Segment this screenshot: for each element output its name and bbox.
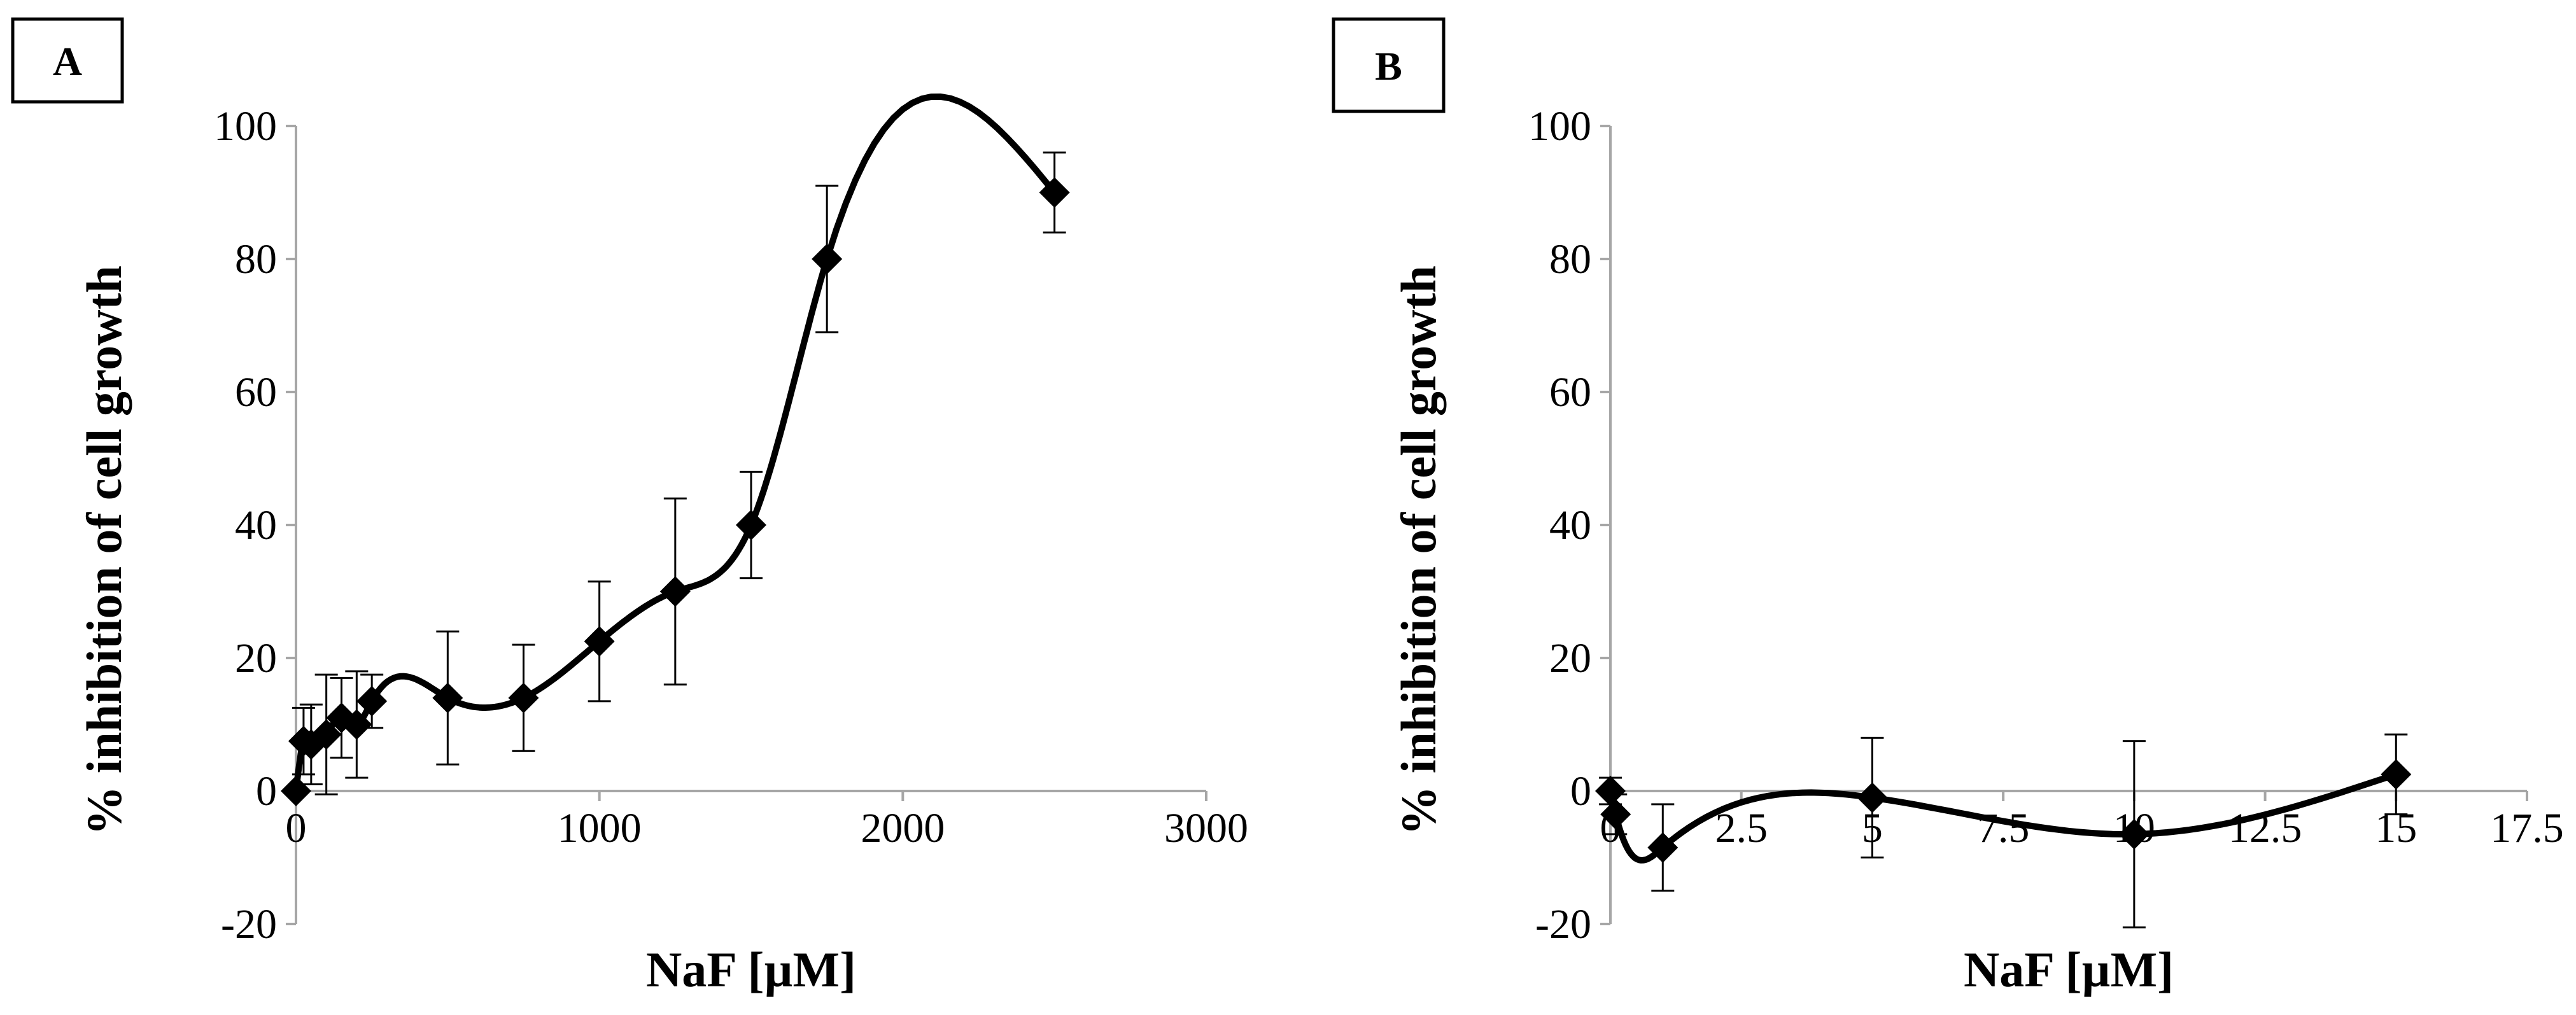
panel-label: A <box>53 39 82 84</box>
x-axis-title: NaF [µM] <box>1964 942 2174 997</box>
panel-label-box <box>1332 17 1446 113</box>
data-point <box>659 576 691 607</box>
x-tick-label: 17.5 <box>2490 805 2564 851</box>
x-axis-title: NaF [µM] <box>646 942 856 997</box>
y-tick-label: 60 <box>1549 369 1591 416</box>
data-point <box>1600 799 1631 830</box>
y-tick-label: 0 <box>256 768 277 815</box>
data-point <box>356 685 388 717</box>
x-tick-label: 1000 <box>558 805 642 851</box>
y-tick-label: 60 <box>235 369 277 416</box>
data-point <box>432 682 463 713</box>
y-tick-label: 40 <box>235 502 277 549</box>
y-tick-label: 80 <box>1549 236 1591 283</box>
y-tick-label: -20 <box>1535 901 1591 948</box>
y-tick-label: 40 <box>1549 502 1591 549</box>
data-point <box>1039 177 1070 208</box>
series-line <box>293 93 1058 794</box>
y-tick-label: -20 <box>221 901 277 948</box>
data-point <box>1647 832 1679 863</box>
y-tick-label: 100 <box>214 103 277 150</box>
data-point <box>584 626 615 657</box>
x-tick-label: 0 <box>286 805 307 851</box>
data-point <box>311 719 342 750</box>
data-point <box>736 510 766 540</box>
data-point <box>341 709 372 740</box>
y-axis-title: % inhibition of cell growth <box>1391 265 1446 836</box>
panel-b: B-2002040608010002.557.51012.51517.5NaF … <box>1332 17 2564 997</box>
y-tick-label: 80 <box>235 236 277 283</box>
y-tick-label: 20 <box>1549 635 1591 682</box>
panel-label-box <box>11 17 124 104</box>
x-tick-label: 2.5 <box>1715 805 1768 851</box>
x-tick-label: 2000 <box>861 805 945 851</box>
y-tick-label: 0 <box>1570 768 1591 815</box>
data-point <box>508 682 539 713</box>
y-axis-title: % inhibition of cell growth <box>76 265 132 836</box>
data-point <box>281 776 311 806</box>
data-point <box>1857 782 1888 813</box>
data-point <box>2381 759 2412 790</box>
x-tick-label: 3000 <box>1164 805 1248 851</box>
data-point <box>2118 818 2150 850</box>
data-point <box>1595 776 1626 806</box>
y-tick-label: 100 <box>1528 103 1591 150</box>
data-point <box>812 244 843 274</box>
panel-label: B <box>1375 44 1402 89</box>
y-tick-label: 20 <box>235 635 277 682</box>
x-tick-label: 7.5 <box>1977 805 2030 851</box>
